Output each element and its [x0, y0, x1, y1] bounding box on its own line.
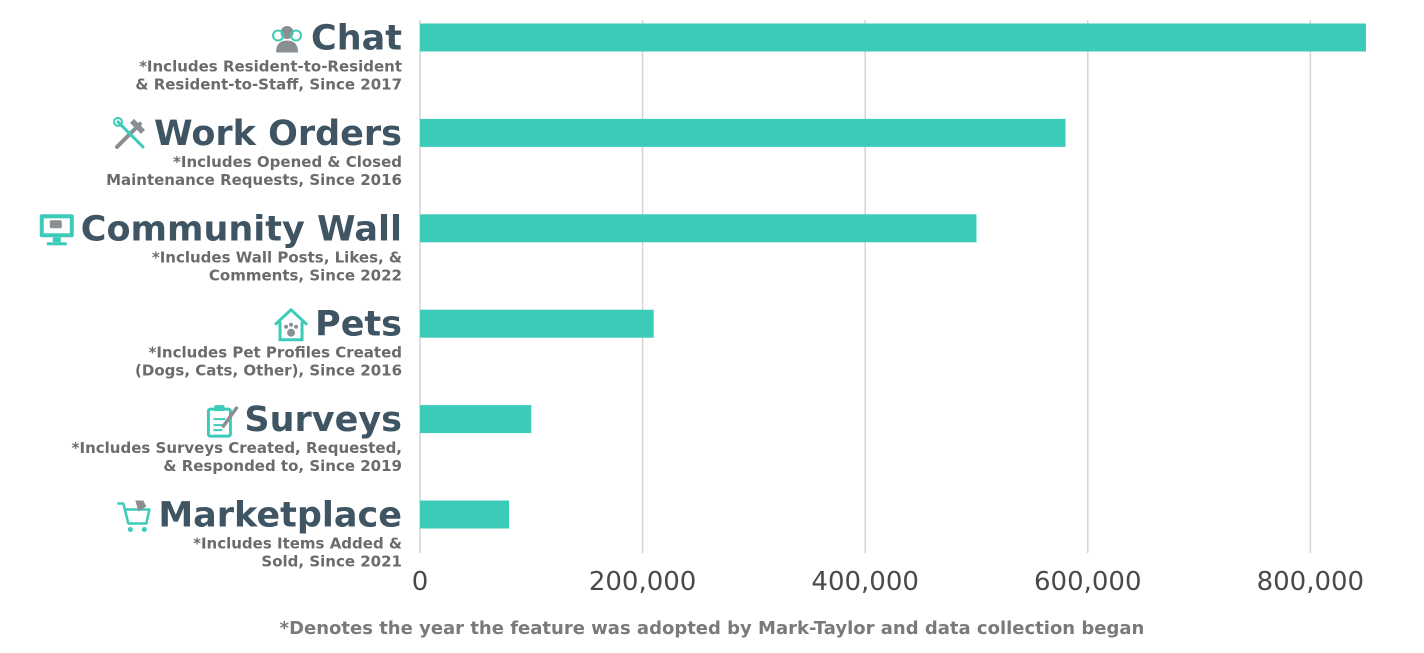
bar-work-orders	[420, 118, 1066, 147]
bar-marketplace	[420, 500, 510, 529]
bar-chat	[420, 23, 1366, 52]
category-note: *Includes Surveys Created, Requested,	[72, 439, 402, 457]
category-label: Pets	[315, 305, 402, 345]
users-icon	[272, 26, 303, 53]
x-tick-label: 200,000	[589, 567, 697, 597]
category-label: Surveys	[244, 400, 402, 440]
bar-pets	[420, 309, 654, 338]
bar-chart: Chat*Includes Resident-to-Resident& Resi…	[39, 19, 1366, 597]
category-note: *Includes Wall Posts, Likes, &	[152, 248, 402, 266]
category-note: Maintenance Requests, Since 2016	[106, 171, 402, 189]
bar-community-wall	[420, 214, 977, 243]
category-note: Comments, Since 2022	[209, 266, 402, 284]
cart-icon	[117, 500, 151, 532]
category-label: Marketplace	[158, 496, 402, 536]
category-note: *Includes Resident-to-Resident	[139, 58, 402, 76]
clipboard-icon	[206, 405, 239, 438]
bars	[420, 23, 1366, 529]
x-tick-label: 400,000	[811, 567, 919, 597]
category-label: Work Orders	[154, 114, 402, 154]
category-note: (Dogs, Cats, Other), Since 2016	[135, 362, 402, 380]
x-tick-label: 800,000	[1257, 567, 1365, 597]
pet-house-icon	[274, 308, 309, 342]
x-tick-label: 600,000	[1034, 567, 1142, 597]
category-note: *Includes Items Added &	[193, 535, 402, 553]
category-note: Sold, Since 2021	[261, 553, 402, 571]
category-note: *Includes Opened & Closed	[173, 153, 402, 171]
footnote: *Denotes the year the feature was adopte…	[279, 618, 1145, 639]
category-note: & Responded to, Since 2019	[163, 457, 402, 475]
grid-lines	[419, 20, 1312, 553]
category-label: Chat	[311, 19, 402, 59]
category-labels: Chat*Includes Resident-to-Resident& Resi…	[39, 19, 403, 571]
category-note: *Includes Pet Profiles Created	[149, 344, 403, 362]
tools-icon	[112, 116, 145, 149]
bar-surveys	[420, 405, 532, 434]
x-tick-label: 0	[412, 567, 429, 597]
category-note: & Resident-to-Staff, Since 2017	[135, 76, 402, 94]
x-axis-ticks: 0 200,000 400,000 600,000 800,000	[412, 567, 1364, 597]
category-label: Community Wall	[81, 209, 402, 249]
monitor-icon	[39, 214, 74, 246]
